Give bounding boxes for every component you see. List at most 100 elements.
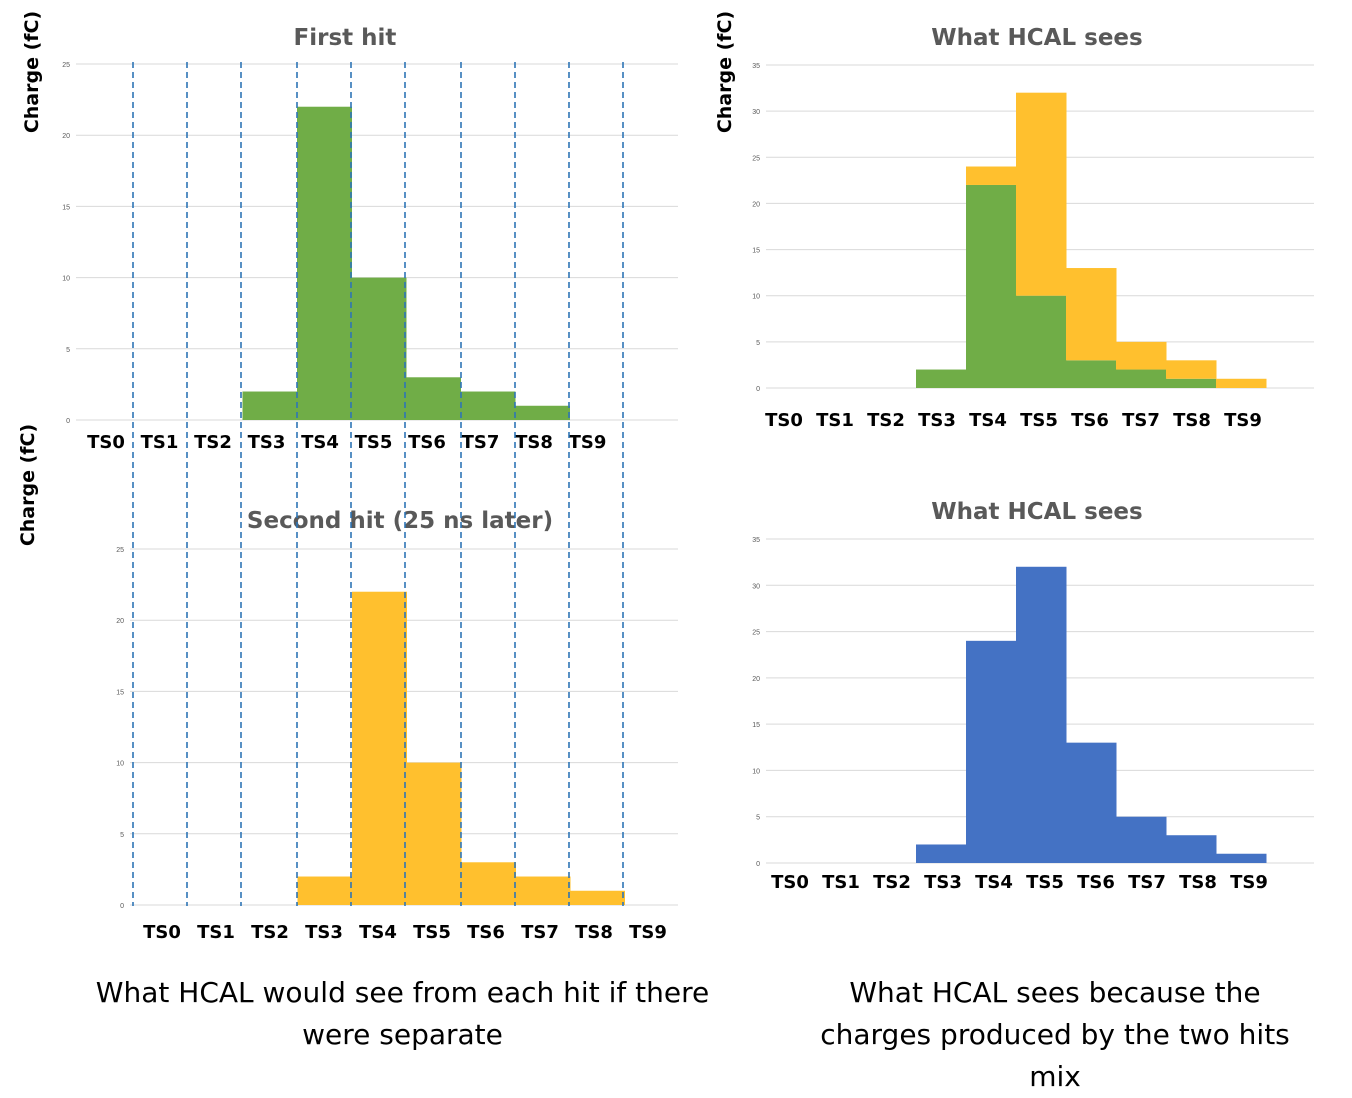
x-tick-label: TS8	[575, 922, 613, 943]
y-axis-label: Charge (fC)	[21, 11, 43, 133]
y-tick-label: 20	[752, 201, 760, 208]
bar-ts7	[460, 391, 516, 420]
x-tick-label: TS6	[1071, 410, 1109, 431]
bar-ts3	[916, 844, 967, 863]
bar-ts5	[1016, 92, 1067, 296]
bar-ts8	[1166, 378, 1217, 388]
bar-ts4	[966, 166, 1017, 185]
bar-ts5	[351, 277, 407, 420]
bar-ts9	[1216, 378, 1267, 388]
x-tick-label: TS7	[1122, 410, 1160, 431]
bar-ts8	[570, 890, 625, 905]
chart-title: Second hit (25 ns later)	[247, 508, 553, 534]
bar-ts8	[1166, 360, 1217, 379]
y-tick-label: 30	[752, 583, 760, 590]
x-tick-label: TS3	[248, 432, 286, 453]
bar-ts4	[966, 184, 1017, 388]
x-tick-label: TS2	[867, 410, 905, 431]
bar-ts7	[515, 876, 571, 905]
bar-ts5	[1016, 566, 1067, 863]
y-tick-label: 5	[756, 815, 760, 822]
y-tick-label: 5	[756, 340, 760, 347]
x-tick-label: TS3	[924, 872, 962, 893]
x-tick-label: TS7	[1128, 872, 1166, 893]
bar-ts4	[297, 106, 352, 420]
bar-ts3	[242, 391, 298, 420]
x-tick-label: TS8	[515, 432, 553, 453]
left-caption: What HCAL would see from each hit if the…	[95, 976, 710, 1051]
x-tick-label: TS2	[194, 432, 232, 453]
chart-title: What HCAL sees	[931, 25, 1142, 51]
y-tick-label: 25	[752, 155, 760, 162]
x-tick-label: TS1	[816, 410, 854, 431]
right-caption: What HCAL sees because the charges produ…	[820, 976, 1290, 1093]
bar-ts5	[406, 762, 462, 905]
x-tick-label: TS1	[141, 432, 179, 453]
x-tick-label: TS6	[408, 432, 446, 453]
chart-hcal-total: 0 5 10 15 20 25 30 35 TS0 TS1 TS2 TS3 TS4 TS5 TS6 TS7 TS…	[752, 499, 1314, 893]
bar-ts5	[1016, 295, 1067, 388]
y-tick-label: 10	[62, 276, 70, 283]
chart-title: First hit	[294, 25, 397, 51]
y-tick-label: 15	[116, 689, 124, 696]
bar-ts3	[297, 876, 353, 905]
y-tick-label: 5	[66, 347, 70, 354]
bar-ts6	[1066, 360, 1117, 388]
bar-ts7	[1116, 341, 1167, 370]
y-axis-label: Charge (fC)	[714, 11, 736, 133]
x-tick-label: TS4	[359, 922, 397, 943]
y-tick-label: 25	[62, 62, 70, 69]
x-tick-label: TS0	[765, 410, 803, 431]
x-tick-label: TS4	[301, 432, 339, 453]
chart-title: What HCAL sees	[931, 499, 1142, 525]
bar-ts8	[515, 405, 570, 420]
x-tick-label: TS2	[251, 922, 289, 943]
y-tick-label: 0	[120, 903, 124, 910]
x-tick-label: TS5	[1026, 872, 1064, 893]
y-tick-label: 25	[752, 630, 760, 637]
x-tick-label: TS9	[1224, 410, 1262, 431]
bar-ts9	[1216, 853, 1267, 863]
bar-ts6	[1066, 268, 1117, 361]
chart-hcal-stacked: 0 5 10 15 20 25 30 35 TS0 TS1 TS2 TS3 TS4 TS5 TS6 TS7 TS…	[714, 11, 1314, 431]
bar-ts4	[352, 591, 407, 905]
y-tick-label: 30	[752, 109, 760, 116]
x-tick-label: TS4	[975, 872, 1013, 893]
x-tick-label: TS2	[873, 872, 911, 893]
chart-second-hit: 0 5 10 15 20 25 TS0 TS1 TS2 TS3 TS4 TS5 TS6 TS7 TS8 TS9…	[17, 424, 678, 943]
x-tick-label: TS5	[355, 432, 393, 453]
y-axis-label: Charge (fC)	[17, 424, 39, 546]
x-tick-label: TS1	[822, 872, 860, 893]
x-tick-label: TS0	[771, 872, 809, 893]
y-tick-label: 0	[66, 418, 70, 425]
x-tick-label: TS0	[143, 922, 181, 943]
y-tick-label: 0	[756, 861, 760, 868]
y-tick-label: 25	[116, 547, 124, 554]
bar-ts7	[1116, 369, 1167, 388]
y-tick-label: 20	[62, 133, 70, 140]
bar-ts6	[1066, 742, 1117, 863]
x-tick-label: TS5	[1020, 410, 1058, 431]
y-tick-label: 35	[752, 63, 760, 70]
x-tick-label: TS3	[918, 410, 956, 431]
figure-canvas: 0 5 10 15 20 25 TS0 TS1 TS2 TS3 TS4 TS5 TS6 TS7 TS8 TS9…	[17, 11, 1314, 943]
x-tick-label: TS9	[1230, 872, 1268, 893]
x-tick-label: TS5	[413, 922, 451, 943]
time-slice-dividers	[132, 62, 624, 906]
y-tick-label: 10	[752, 768, 760, 775]
x-tick-label: TS7	[462, 432, 500, 453]
y-tick-label: 35	[752, 537, 760, 544]
y-tick-label: 15	[752, 722, 760, 729]
bar-ts4	[966, 640, 1017, 863]
x-tick-label: TS1	[197, 922, 235, 943]
y-tick-label: 15	[62, 204, 70, 211]
bar-ts3	[916, 369, 967, 388]
x-tick-label: TS7	[521, 922, 559, 943]
bar-ts7	[1116, 816, 1167, 863]
x-tick-label: TS4	[969, 410, 1007, 431]
y-tick-label: 5	[120, 832, 124, 839]
bar-ts6	[461, 862, 516, 905]
chart-first-hit: 0 5 10 15 20 25 TS0 TS1 TS2 TS3 TS4 TS5 TS6 TS7 TS8 TS9…	[21, 11, 678, 453]
x-tick-label: TS9	[629, 922, 667, 943]
x-tick-label: TS3	[305, 922, 343, 943]
